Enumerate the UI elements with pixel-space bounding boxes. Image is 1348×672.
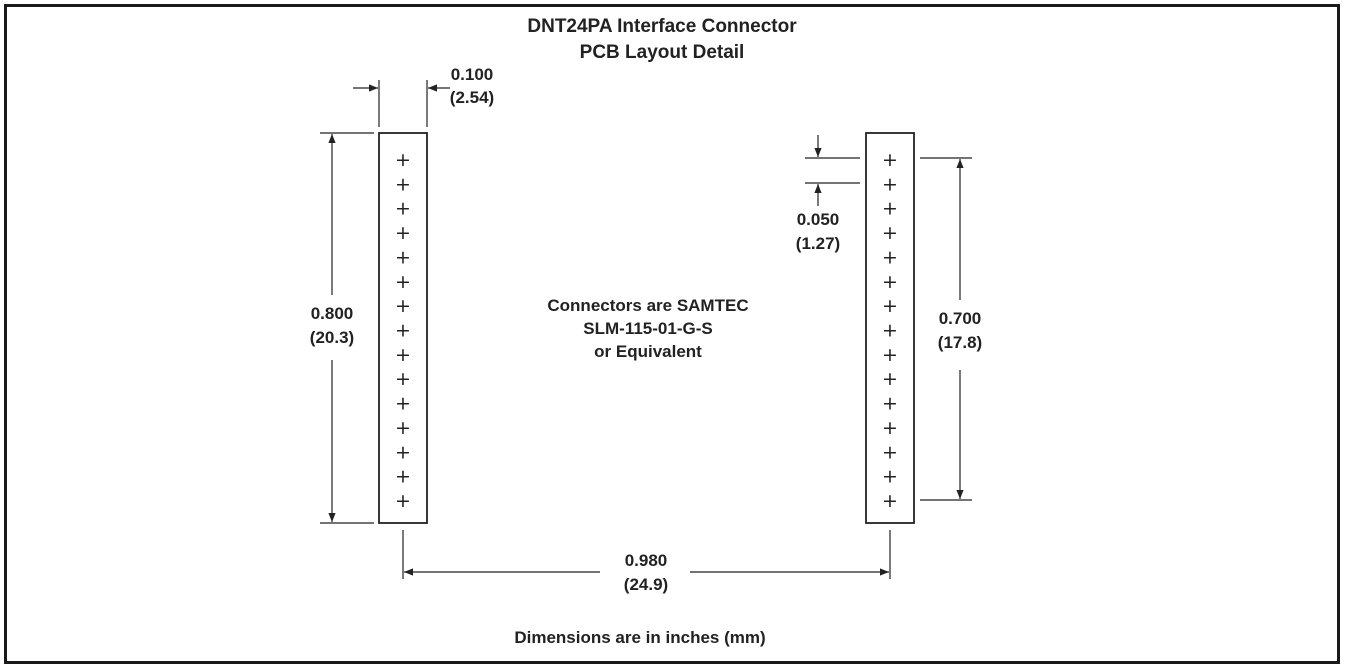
left-pin-10: + bbox=[395, 368, 411, 390]
left-pin-1: + bbox=[395, 149, 411, 171]
connector-note-line-1: Connectors are SAMTEC bbox=[547, 296, 748, 315]
right-pin-4: + bbox=[882, 222, 898, 244]
left-pin-2: + bbox=[395, 173, 411, 195]
right-pin-15: + bbox=[882, 490, 898, 512]
left-connector bbox=[378, 132, 428, 524]
left-pin-9: + bbox=[395, 344, 411, 366]
pin-width-mm: (2.54) bbox=[450, 88, 494, 107]
left-pin-8: + bbox=[395, 320, 411, 342]
title-line-2: PCB Layout Detail bbox=[580, 42, 745, 63]
right-pin-3: + bbox=[882, 198, 898, 220]
right-pin-12: + bbox=[882, 417, 898, 439]
left-pin-11: + bbox=[395, 393, 411, 415]
right-height-mm: (17.8) bbox=[938, 333, 982, 352]
dimensions-units-note: Dimensions are in inches (mm) bbox=[514, 628, 765, 647]
right-pin-6: + bbox=[882, 271, 898, 293]
spacing-inches: 0.980 bbox=[625, 551, 668, 570]
left-height-mm: (20.3) bbox=[310, 328, 354, 347]
right-pin-2: + bbox=[882, 173, 898, 195]
left-connector-pins: +++++++++++++++ bbox=[395, 149, 411, 512]
right-connector bbox=[865, 132, 915, 524]
left-pin-5: + bbox=[395, 246, 411, 268]
left-pin-13: + bbox=[395, 441, 411, 463]
left-pin-7: + bbox=[395, 295, 411, 317]
right-pin-11: + bbox=[882, 393, 898, 415]
right-pin-13: + bbox=[882, 441, 898, 463]
pin-pitch-inches: 0.050 bbox=[797, 210, 840, 229]
connector-note-line-3: or Equivalent bbox=[594, 342, 702, 361]
right-pin-9: + bbox=[882, 344, 898, 366]
title-line-1: DNT24PA Interface Connector bbox=[527, 16, 797, 37]
left-pin-3: + bbox=[395, 198, 411, 220]
pin-pitch-mm: (1.27) bbox=[796, 234, 840, 253]
left-pin-15: + bbox=[395, 490, 411, 512]
right-pin-1: + bbox=[882, 149, 898, 171]
right-height-inches: 0.700 bbox=[939, 309, 982, 328]
left-pin-12: + bbox=[395, 417, 411, 439]
left-pin-4: + bbox=[395, 222, 411, 244]
right-pin-14: + bbox=[882, 466, 898, 488]
right-pin-7: + bbox=[882, 295, 898, 317]
pin-width-inches: 0.100 bbox=[451, 65, 494, 84]
left-pin-6: + bbox=[395, 271, 411, 293]
right-pin-10: + bbox=[882, 368, 898, 390]
right-connector-pins: +++++++++++++++ bbox=[882, 149, 898, 512]
right-pin-5: + bbox=[882, 246, 898, 268]
connector-note-line-2: SLM-115-01-G-S bbox=[583, 319, 712, 338]
spacing-mm: (24.9) bbox=[624, 575, 668, 594]
left-pin-14: + bbox=[395, 466, 411, 488]
diagram-frame bbox=[4, 4, 1340, 664]
left-height-inches: 0.800 bbox=[311, 304, 354, 323]
right-pin-8: + bbox=[882, 320, 898, 342]
